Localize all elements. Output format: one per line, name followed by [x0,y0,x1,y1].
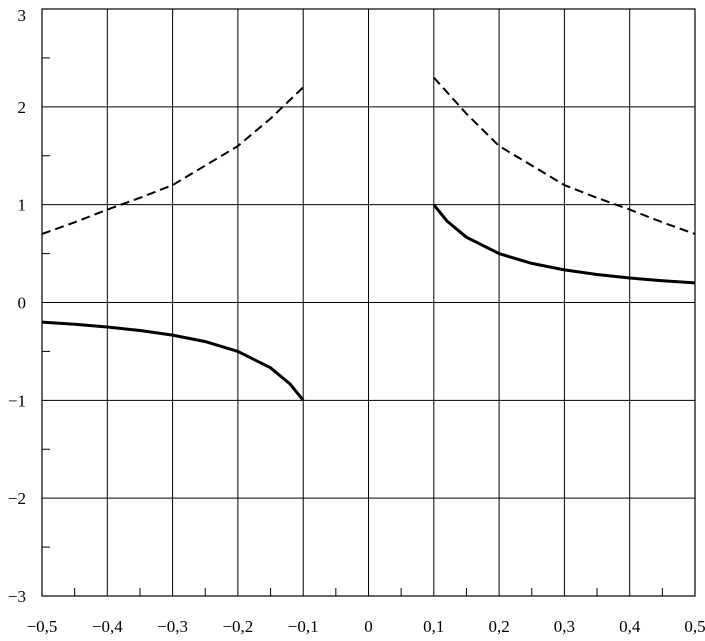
x-tick-label: −0,2 [222,617,253,636]
series-dashed-segment-0 [41,86,304,235]
x-tick-label: 0,1 [423,617,444,636]
x-tick-label: 0,5 [684,617,705,636]
y-tick-labels: −3 −2 −1 0 1 2 3 [8,6,26,606]
y-tick-label: −3 [8,587,26,606]
y-tick-label: 3 [18,6,27,25]
plot-frame [41,8,696,597]
minor-tick-layer [42,57,663,596]
x-tick-label: −0,5 [27,617,58,636]
x-tick-label: 0,2 [488,617,509,636]
series-dashed-segment-1 [433,76,696,235]
x-tick-labels: −0,5 −0,4 −0,3 −0,2 −0,1 0 0,1 0,2 0,3 0,4 0,5 [27,617,705,636]
x-tick-label: 0 [364,617,373,636]
series-solid-segment-0 [41,320,305,402]
series-layer [41,76,696,402]
x-tick-label: 0,3 [554,617,575,636]
x-tick-label: −0,3 [157,617,188,636]
x-tick-label: −0,4 [92,617,123,636]
grid-layer [41,8,696,597]
y-tick-label: −2 [8,489,26,508]
x-tick-label: −0,1 [288,617,319,636]
y-tick-label: 2 [18,98,27,117]
y-tick-label: −1 [8,391,26,410]
series-solid-segment-1 [432,203,696,285]
y-tick-label: 0 [18,294,27,313]
x-tick-label: 0,4 [619,617,641,636]
y-tick-label: 1 [18,196,27,215]
